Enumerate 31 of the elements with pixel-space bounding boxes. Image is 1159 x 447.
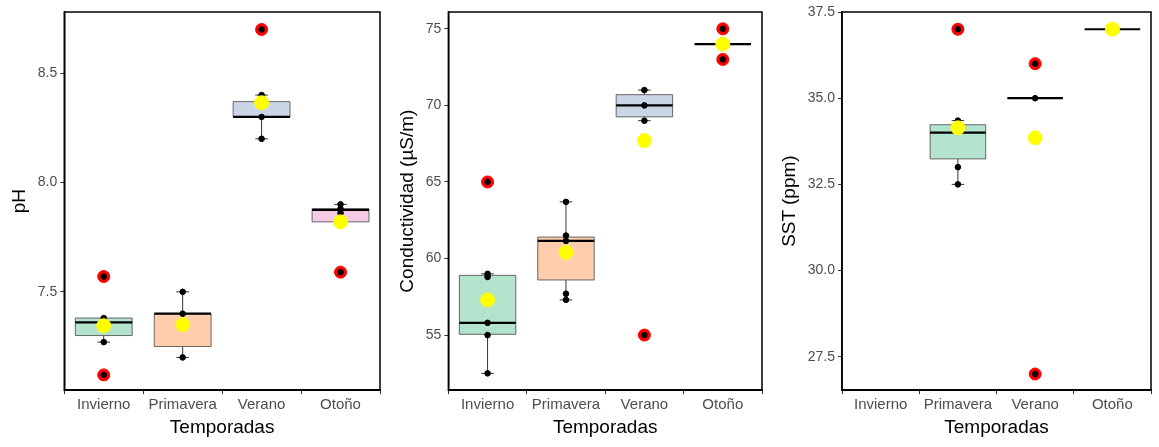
y-tick-label: 8.5 bbox=[37, 64, 58, 81]
x-tick-label: Verano bbox=[237, 395, 286, 413]
y-tick-label: 70 bbox=[425, 96, 442, 113]
y-tick-label: 35.0 bbox=[807, 89, 836, 106]
x-axis-title: Temporadas bbox=[944, 415, 1049, 437]
y-tick-label: 75 bbox=[425, 19, 442, 36]
x-axis-title: Temporadas bbox=[552, 415, 658, 437]
y-tick-label: 65 bbox=[425, 172, 442, 189]
y-tick-label: 60 bbox=[425, 249, 442, 266]
y-axis-title: SST (ppm) bbox=[777, 155, 799, 247]
y-tick-label: 30.0 bbox=[807, 261, 836, 278]
y-tick-label: 8.0 bbox=[37, 173, 58, 190]
x-tick-label: Primavera bbox=[531, 395, 601, 413]
x-tick-label: Verano bbox=[1011, 395, 1059, 413]
y-tick-label: 55 bbox=[425, 325, 442, 342]
x-tick-label: Primavera bbox=[923, 395, 993, 413]
x-tick-label: Primavera bbox=[148, 395, 218, 413]
x-tick-label: Invierno bbox=[460, 395, 515, 413]
x-tick-label: Otoño bbox=[1091, 395, 1133, 413]
x-axis-title: Temporadas bbox=[169, 415, 275, 437]
y-tick-label: 37.5 bbox=[807, 2, 836, 19]
x-tick-label: Verano bbox=[620, 395, 669, 413]
x-tick-label: Invierno bbox=[853, 395, 908, 413]
y-tick-label: 32.5 bbox=[807, 175, 836, 192]
x-tick-label: Otoño bbox=[702, 395, 744, 413]
y-tick-label: 27.5 bbox=[807, 347, 836, 364]
y-tick-label: 7.5 bbox=[37, 282, 58, 299]
x-tick-label: Invierno bbox=[77, 395, 131, 413]
y-axis-title: pH bbox=[7, 188, 29, 214]
x-tick-label: Otoño bbox=[320, 395, 361, 413]
y-axis-title: Conductividad (µS/m) bbox=[395, 109, 417, 293]
